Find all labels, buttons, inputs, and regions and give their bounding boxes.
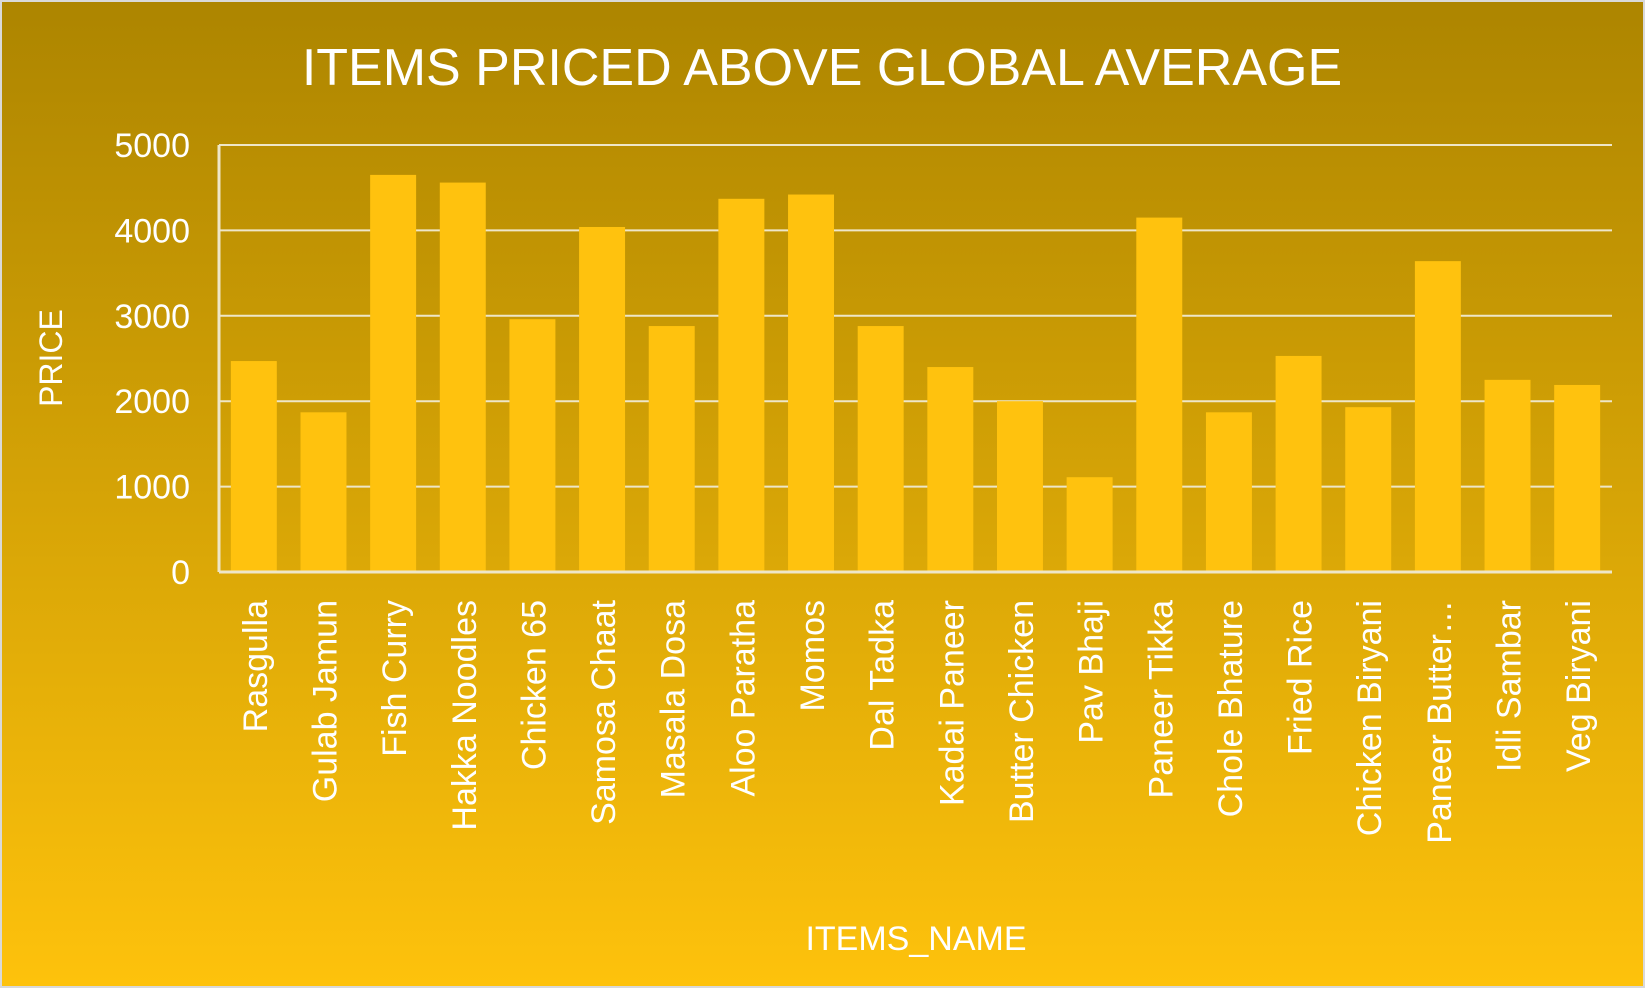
y-tick-label: 0 [171,554,190,592]
bar [1484,379,1531,572]
x-axis-label: ITEMS_NAME [805,920,1026,958]
bar [1066,477,1113,572]
y-axis-label: PRICE [33,309,69,407]
bar [996,401,1043,572]
x-axis-ticks: Rasgulla Gulab Jamun Fish Curry Hakka Noodl… [237,599,1598,843]
bar [1554,384,1601,572]
x-tick-label: Samosa Chaat [585,599,623,824]
x-tick-label: Chicken Biryani [1351,600,1389,836]
bar [370,174,417,572]
x-tick-label: Veg Biryani [1560,600,1598,772]
bar [648,326,695,572]
bar [857,326,904,572]
x-tick-label: Rasgulla [237,600,275,732]
x-tick-label: Masala Dosa [655,600,693,799]
x-tick-label: Aloo Paratha [724,600,762,797]
x-tick-label: Kadai Paneer [933,600,971,806]
bar [509,319,556,572]
y-tick-label: 1000 [114,469,190,507]
x-tick-label: Pav Bhaji [1073,600,1111,744]
bar [439,182,486,573]
bar [788,194,835,573]
bar [579,226,626,572]
bar [1205,412,1252,572]
bar [927,367,974,572]
bar [1275,355,1322,572]
x-tick-label: Paneer Tikka [1142,600,1180,799]
x-tick-label: Idli Sambar [1491,600,1529,772]
y-tick-label: 4000 [114,212,190,250]
x-tick-label: Gulab Jamun [306,600,344,802]
bar [1414,261,1461,572]
bar [718,198,765,572]
bars [230,174,1601,573]
bar [1345,407,1392,572]
y-tick-label: 5000 [114,127,190,165]
chart-title: ITEMS PRICED ABOVE GLOBAL AVERAGE [302,39,1342,97]
x-tick-label: Dal Tadka [864,600,902,751]
x-tick-label: Chicken 65 [515,600,553,770]
x-tick-label: Fish Curry [376,600,414,757]
y-tick-label: 3000 [114,298,190,336]
x-tick-label: Butter Chicken [1003,600,1041,823]
y-axis-ticks: 0 1000 2000 3000 4000 5000 [114,127,190,592]
axes [217,145,1612,574]
x-tick-label: Paneer Butter… [1421,600,1459,844]
x-tick-label: Momos [794,600,832,711]
bar [300,412,347,572]
bar [1136,217,1183,572]
bar [230,361,277,572]
y-tick-label: 2000 [114,383,190,421]
x-tick-label: Chole Bhature [1212,600,1250,817]
x-tick-label: Hakka Noodles [446,600,484,831]
x-tick-label: Fried Rice [1282,600,1320,755]
